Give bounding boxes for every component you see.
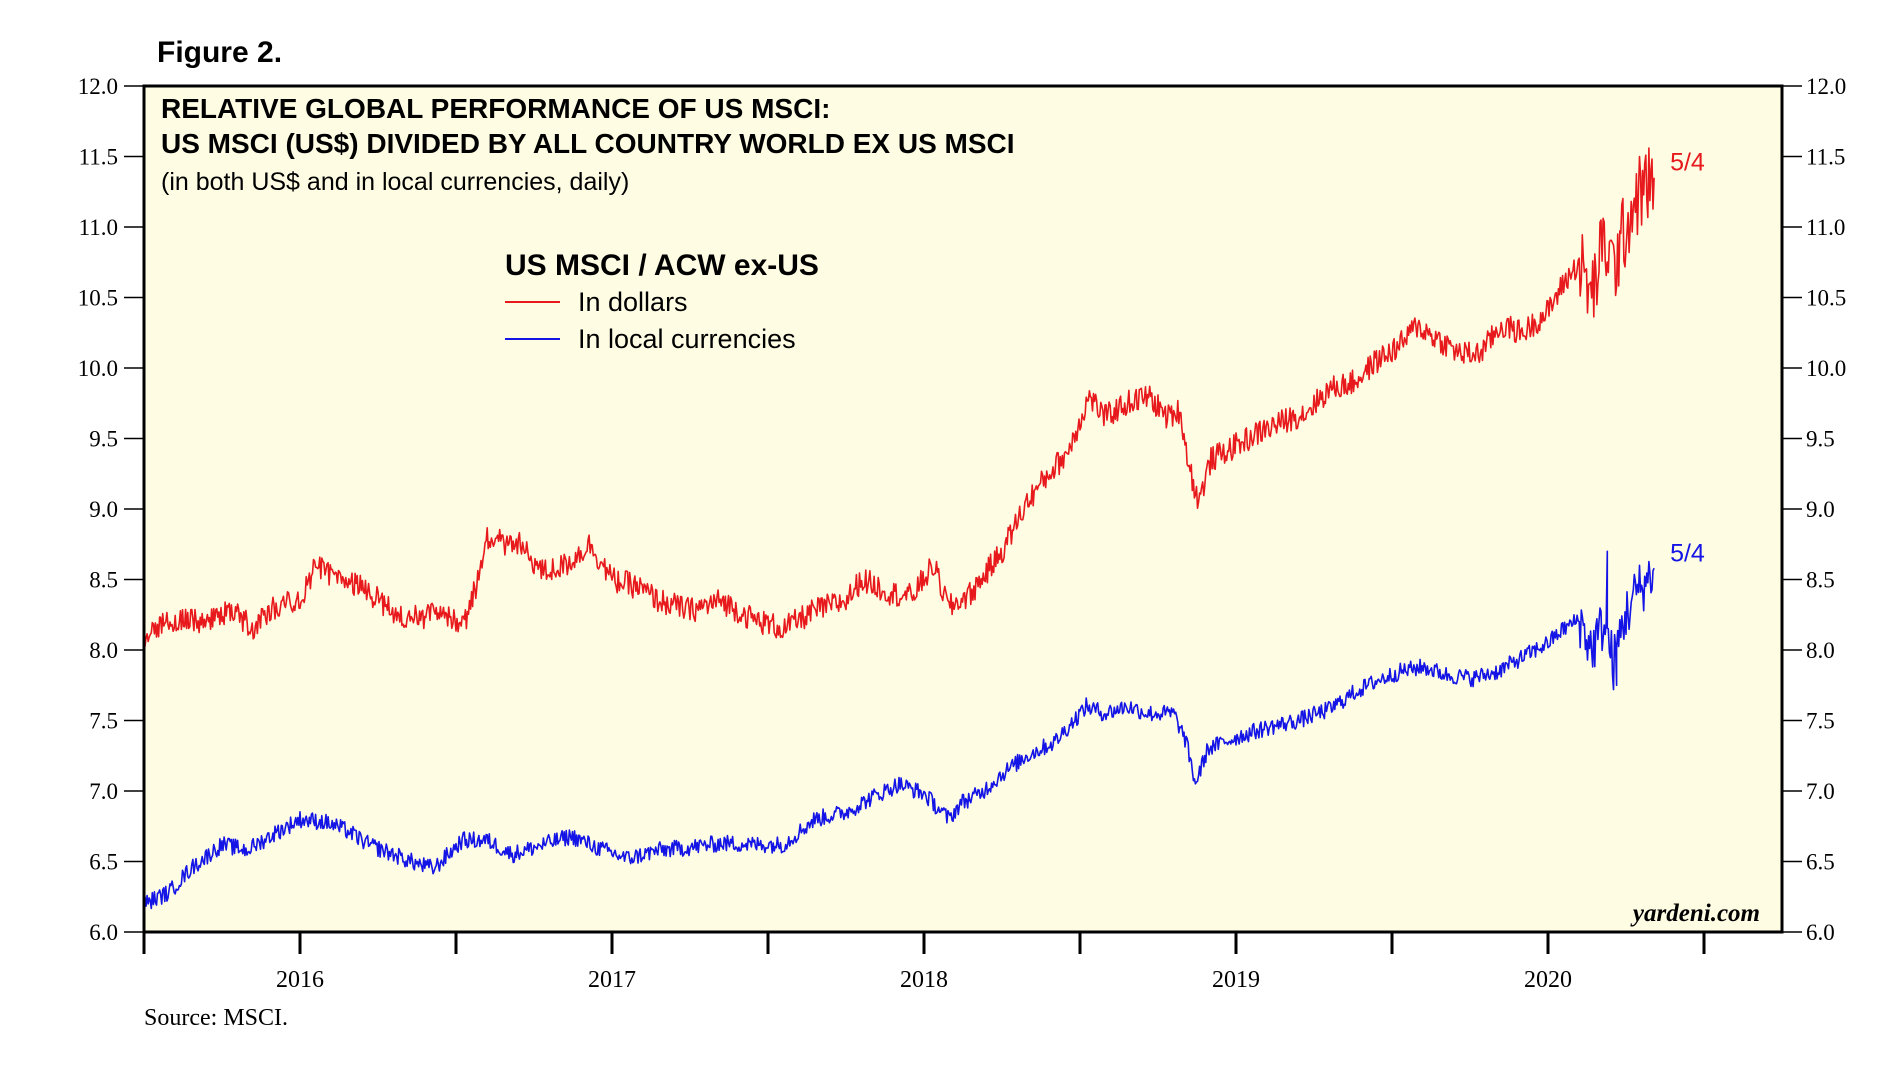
y-tick-label-right: 9.0 [1806,497,1835,522]
y-tick-label-right: 8.5 [1806,568,1835,593]
y-tick-label-left: 7.0 [89,779,118,804]
legend-title: US MSCI / ACW ex-US [505,249,819,282]
left-axis: 6.0 6.5 7.0 7.5 8.0 8.5 9.0 9.5 10.0 10.5 11.0 11.5… [78,74,144,945]
y-tick-label-left: 6.0 [89,920,118,945]
legend-label-dollars: In dollars [578,287,688,317]
y-tick-label-right: 7.5 [1806,709,1835,734]
y-tick-label-right: 10.0 [1806,356,1846,381]
right-axis: 6.0 6.5 7.0 7.5 8.0 8.5 9.0 9.5 10.0 10.5 11.0 11.5… [1782,74,1846,945]
series-line-dollars [143,147,1655,648]
y-tick-label-left: 7.5 [89,709,118,734]
x-tick-label-2016: 2016 [276,967,324,993]
y-tick-label-right: 11.0 [1806,215,1845,240]
plot-background [144,86,1782,932]
y-tick-label-left: 12.0 [78,74,118,99]
y-tick-label-left: 8.5 [89,568,118,593]
y-tick-label-right: 12.0 [1806,74,1846,99]
y-tick-label-left: 11.0 [79,215,118,240]
y-tick-label-left: 11.5 [79,145,118,170]
x-tick-label-2018: 2018 [900,967,948,993]
series-layer: 5/4 5/4 [143,147,1705,910]
legend-label-local: In local currencies [578,324,796,354]
source-note: Source: MSCI. [144,1005,288,1031]
y-tick-label-left: 9.0 [89,497,118,522]
watermark: yardeni.com [1630,900,1760,927]
y-tick-label-left: 10.0 [78,356,118,381]
y-tick-label-right: 9.5 [1806,427,1835,452]
x-tick-label-2017: 2017 [588,967,636,993]
y-tick-label-left: 9.5 [89,427,118,452]
x-tick-label-2019: 2019 [1212,967,1260,993]
end-label-local: 5/4 [1670,539,1705,567]
y-tick-label-right: 11.5 [1806,145,1845,170]
y-tick-label-left: 8.0 [89,638,118,663]
y-tick-label-right: 6.0 [1806,920,1835,945]
chart-subtitle: (in both US$ and in local currencies, da… [161,168,629,196]
legend: US MSCI / ACW ex-US In dollars In local … [505,249,819,354]
y-tick-label-right: 6.5 [1806,850,1835,875]
x-tick-label-2020: 2020 [1524,967,1572,993]
series-line-local [143,550,1655,910]
end-label-dollars: 5/4 [1670,149,1705,177]
figure-label: Figure 2. [157,36,282,69]
y-tick-label-right: 10.5 [1806,286,1846,311]
y-tick-label-right: 8.0 [1806,638,1835,663]
chart-title: RELATIVE GLOBAL PERFORMANCE OF US MSCI: [161,93,830,124]
y-tick-label-left: 6.5 [89,850,118,875]
plot-frame [142,84,1784,934]
chart-title-line2: US MSCI (US$) DIVIDED BY ALL COUNTRY WOR… [161,128,1015,159]
y-tick-label-right: 7.0 [1806,779,1835,804]
y-tick-label-left: 10.5 [78,286,118,311]
x-axis: 2016 2017 2018 2019 2020 [142,932,1706,993]
